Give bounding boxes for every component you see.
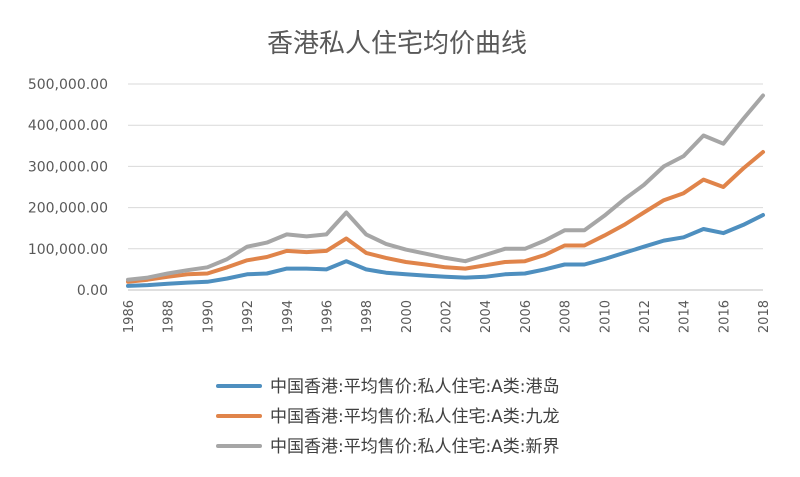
x-tick-label: 1986	[122, 300, 137, 333]
y-tick-label: 200,000.00	[28, 201, 108, 217]
x-tick-label: 1998	[360, 300, 375, 333]
x-tick-label: 2018	[757, 300, 772, 333]
series-line	[126, 150, 765, 284]
y-tick-label: 400,000.00	[28, 118, 108, 134]
x-tick-label: 1992	[241, 300, 256, 333]
y-tick-label: 0.00	[77, 283, 108, 299]
x-tick-label: 2010	[598, 300, 613, 333]
x-tick-label: 1994	[281, 300, 296, 333]
legend: 中国香港:平均售价:私人住宅:A类:港岛中国香港:平均售价:私人住宅:A类:九龙…	[216, 377, 560, 457]
x-tick-label: 2004	[479, 300, 494, 333]
x-tick-label: 2006	[519, 300, 534, 333]
legend-label: 中国香港:平均售价:私人住宅:A类:港岛	[270, 377, 560, 397]
y-tick-label: 100,000.00	[28, 242, 108, 258]
x-tick-label: 2002	[440, 300, 455, 333]
x-tick-label: 1996	[320, 300, 335, 333]
series-line	[126, 93, 765, 282]
x-tick-label: 1988	[162, 300, 177, 333]
series-line	[126, 213, 765, 288]
y-axis-ticks: 0.00 100,000.00 200,000.00 300,000.00 400,00…	[28, 77, 108, 299]
series-lines	[126, 93, 765, 288]
x-tick-label: 2014	[678, 300, 693, 333]
x-tick-label: 2016	[717, 300, 732, 333]
x-tick-label: 2008	[559, 300, 574, 333]
y-tick-label: 500,000.00	[28, 77, 108, 93]
legend-label: 中国香港:平均售价:私人住宅:A类:新界	[270, 437, 560, 457]
chart-title: 香港私人住宅均价曲线	[267, 29, 527, 59]
gridlines	[128, 83, 763, 250]
y-tick-label: 300,000.00	[28, 159, 108, 175]
x-tick-label: 2012	[638, 300, 653, 333]
legend-label: 中国香港:平均售价:私人住宅:A类:九龙	[270, 407, 560, 427]
x-axis-ticks: 1986 1988 1990 1992 1994 1996 1998 2000 2002 2004…	[122, 300, 772, 333]
x-tick-label: 1990	[201, 300, 216, 333]
x-tick-label: 2000	[400, 300, 415, 333]
